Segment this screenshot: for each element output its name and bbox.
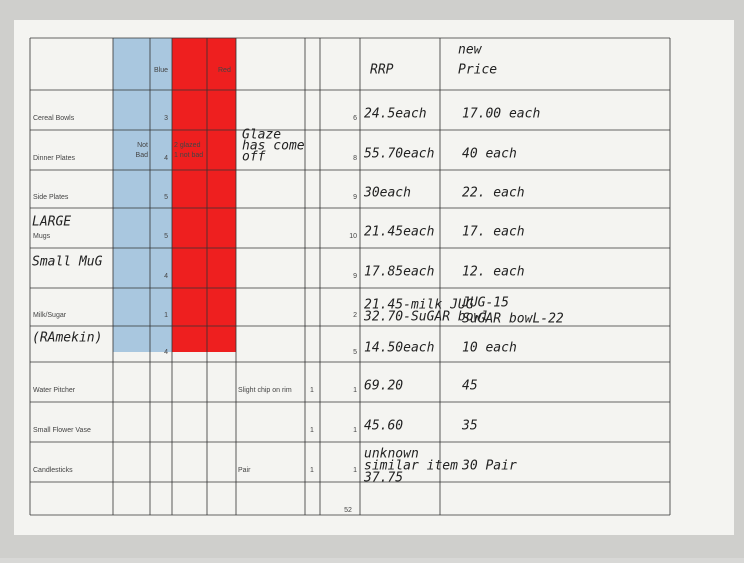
total: 1 <box>353 467 357 474</box>
rrp: 21.45each <box>364 225 434 240</box>
item: Small Flower Vase <box>33 427 91 434</box>
rrp: 37.75 <box>363 471 403 486</box>
rrp: 14.50each <box>364 341 434 356</box>
rrp: unknown <box>364 447 419 462</box>
count: 1 <box>310 387 314 394</box>
red-note: 2 glazed <box>174 142 201 149</box>
item-handwritten: LARGE <box>32 215 71 230</box>
total: 1 <box>353 427 357 434</box>
red-fill <box>172 38 236 352</box>
total: 9 <box>353 194 357 201</box>
total: 6 <box>353 115 357 122</box>
item: Water Pitcher <box>33 387 76 394</box>
item: Cereal Bowls <box>33 115 75 122</box>
total: 10 <box>349 233 357 240</box>
header-new-price: new <box>458 43 483 58</box>
item: Mugs <box>33 233 51 240</box>
header-red: Red <box>218 67 231 74</box>
note-handwritten: off <box>242 150 266 165</box>
blue-note: Not <box>137 142 148 149</box>
blue-count: 1 <box>164 312 168 319</box>
grand-total: 52 <box>344 507 352 514</box>
note-handwritten: Glaze <box>242 128 281 143</box>
note: Pair <box>238 467 251 474</box>
item: Candlesticks <box>33 467 73 474</box>
new-price: 10 each <box>462 341 517 356</box>
new-price: 17.00 each <box>462 107 540 122</box>
count: 1 <box>310 467 314 474</box>
blue-note: Bad <box>136 152 149 159</box>
blue-count: 4 <box>164 273 168 280</box>
new-price: 30 Pair <box>461 459 517 474</box>
item: Milk/Sugar <box>33 312 67 319</box>
total: 5 <box>353 349 357 356</box>
cells: Blue Red RRP new Price Cereal Bowls 3 6 24.5each… <box>32 43 564 514</box>
note: Slight chip on rim <box>238 387 292 394</box>
new-price: 45 <box>462 379 478 394</box>
blue-count: 4 <box>164 349 168 356</box>
total: 2 <box>353 312 357 319</box>
rrp: 32.70-SuGAR bowl <box>363 310 489 325</box>
new-price: 17. each <box>462 225 525 240</box>
new-price: 35 <box>461 419 478 434</box>
rrp: 17.85each <box>364 265 434 280</box>
new-price: SuGAR bowL-22 <box>462 312 564 327</box>
rrp: 55.70each <box>364 147 434 162</box>
rrp: 30each <box>363 186 411 201</box>
count: 1 <box>310 427 314 434</box>
item-handwritten: Small MuG <box>32 255 103 270</box>
blue-count: 5 <box>164 194 168 201</box>
new-price: 12. each <box>462 265 525 280</box>
header-new-price: Price <box>458 63 497 78</box>
rrp: 45.60 <box>364 419 403 434</box>
new-price: 22. each <box>462 186 525 201</box>
new-price: JUG-15 <box>461 296 509 311</box>
red-note: 1 not bad <box>174 152 203 159</box>
new-price: 40 each <box>462 147 517 162</box>
item: Dinner Plates <box>33 155 76 162</box>
header-blue: Blue <box>154 67 168 74</box>
total: 9 <box>353 273 357 280</box>
blue-count: 4 <box>164 155 168 162</box>
rrp: similar item <box>364 459 458 474</box>
total: 1 <box>353 387 357 394</box>
grid <box>29 37 671 516</box>
item: Side Plates <box>33 194 69 201</box>
total: 8 <box>353 155 357 162</box>
rrp: 24.5each <box>364 107 427 122</box>
rrp: 21.45-milk JUG <box>364 298 474 313</box>
blue-count: 3 <box>164 115 168 122</box>
item-handwritten: (RAmekin) <box>32 331 102 346</box>
rrp: 69.20 <box>364 379 403 394</box>
header-rrp: RRP <box>370 63 394 78</box>
note-handwritten: has come <box>242 139 305 154</box>
blue-count: 5 <box>164 233 168 240</box>
